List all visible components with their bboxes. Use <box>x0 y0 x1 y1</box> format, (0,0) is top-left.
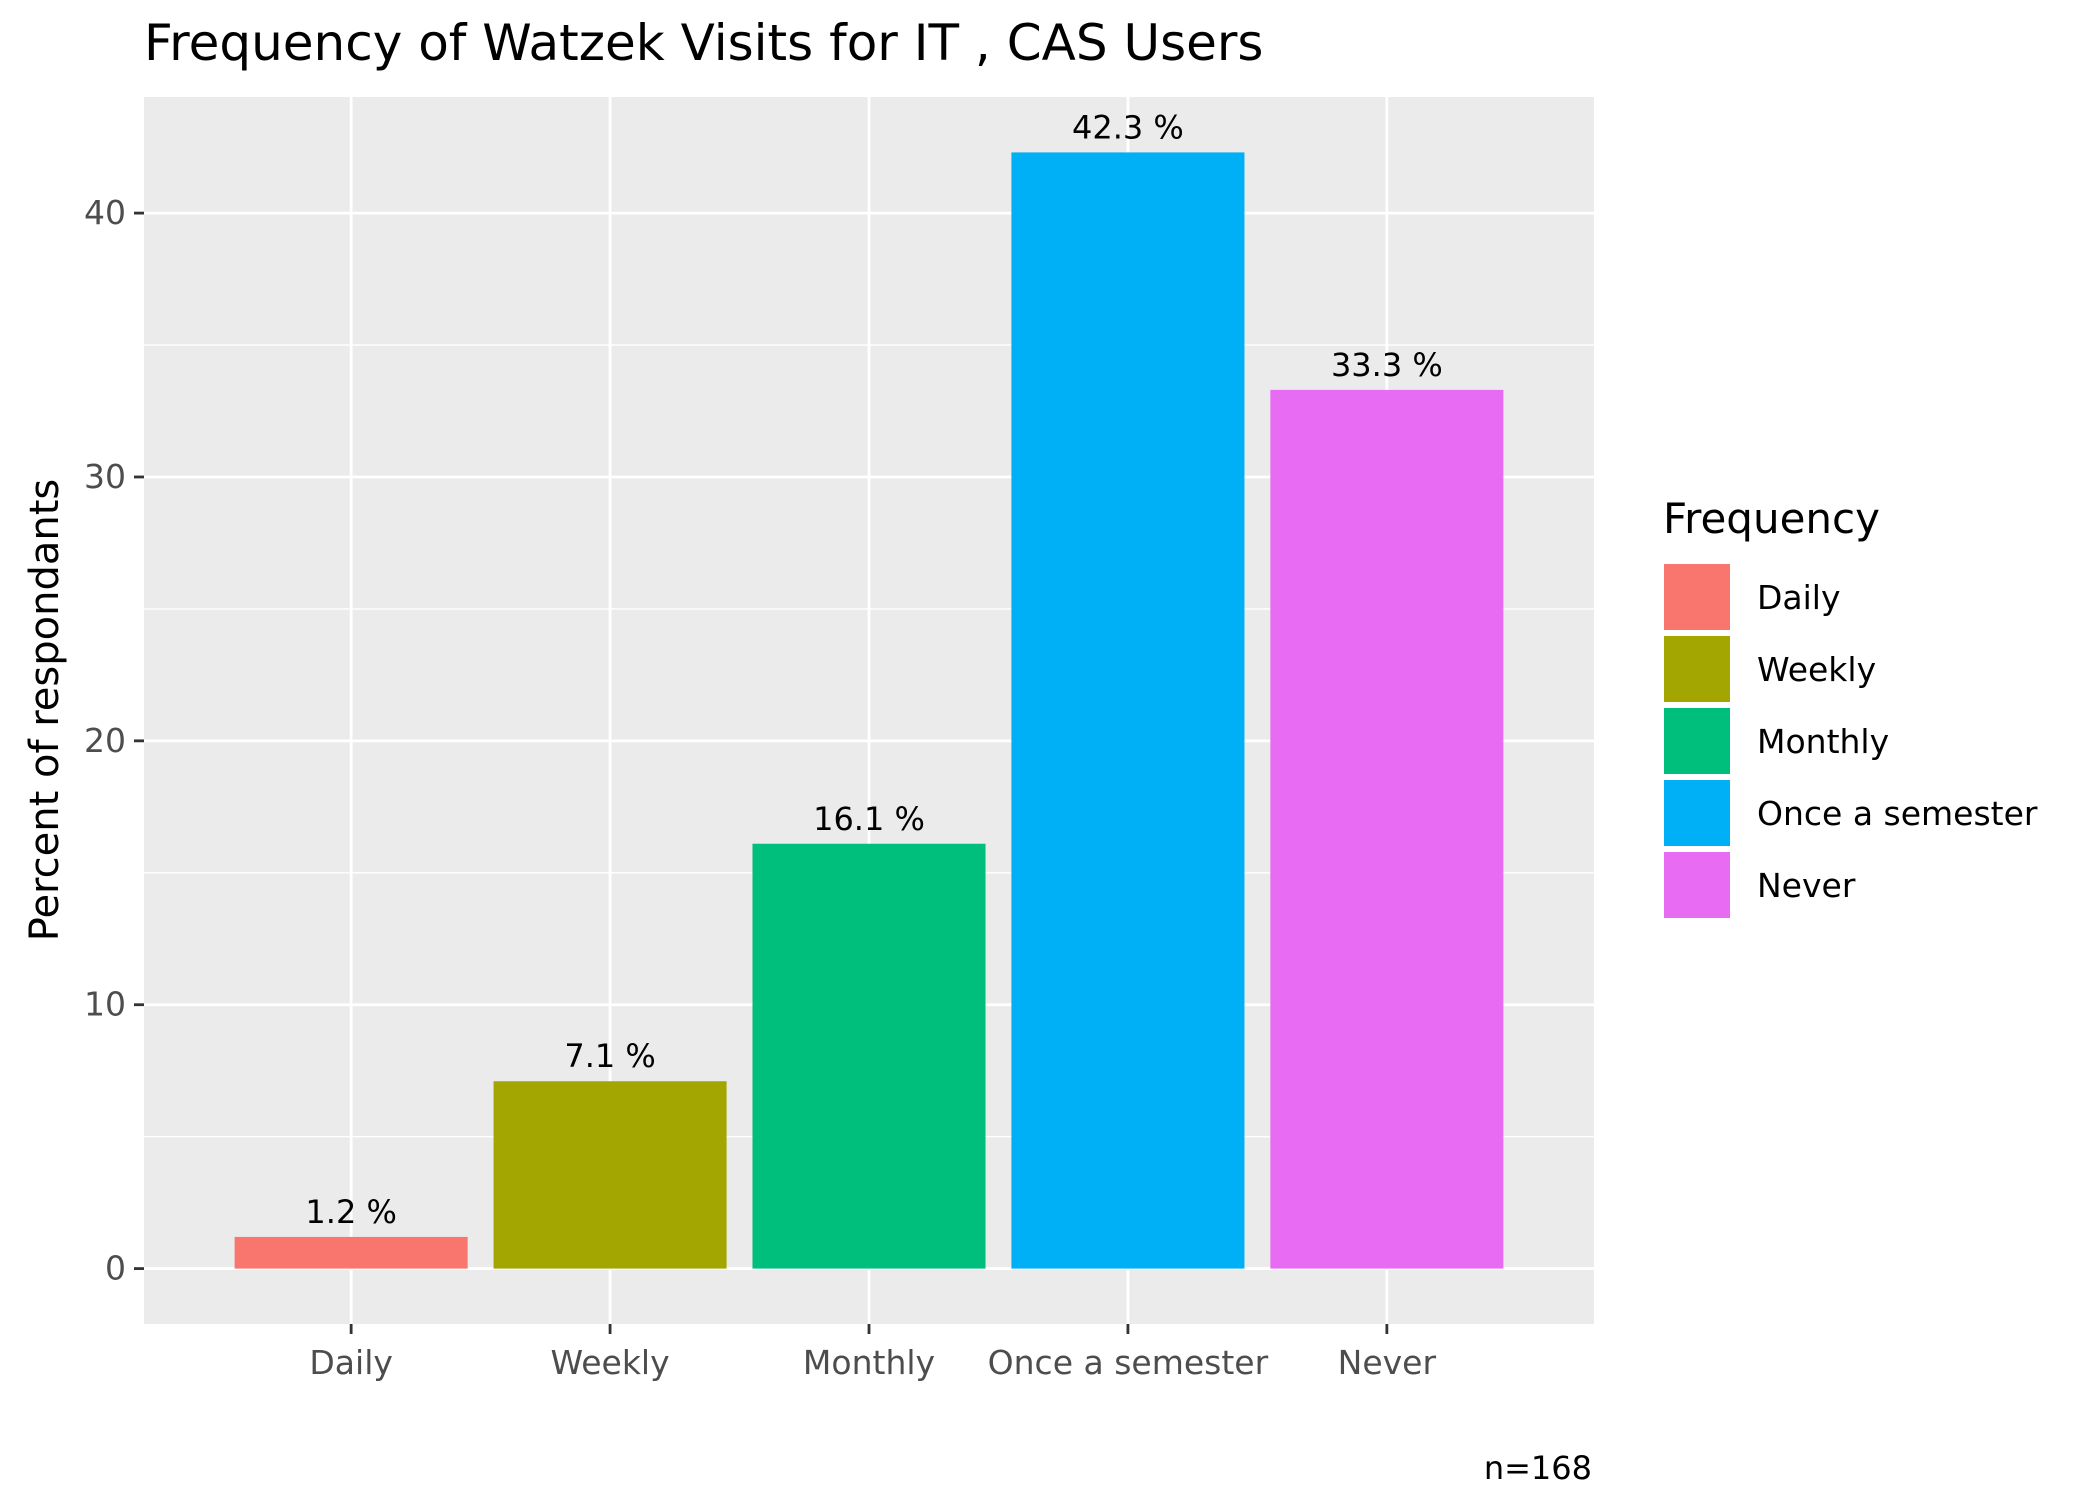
y-axis-title: Percent of respondants <box>22 479 68 942</box>
legend-label: Daily <box>1757 578 1841 617</box>
legend-key <box>1662 850 1732 920</box>
caption: n=168 <box>1484 1449 1592 1487</box>
legend: Frequency Daily Weekly Monthly Once a semes… <box>1662 494 2038 920</box>
bar-value-label: 1.2 % <box>305 1193 396 1231</box>
legend-key <box>1662 778 1732 848</box>
bar-weekly <box>493 1081 727 1269</box>
bar-value-label: 16.1 % <box>813 800 925 838</box>
bar-once-a-semester <box>1011 152 1245 1269</box>
y-tick-label: 10 <box>84 985 126 1024</box>
legend-items: Daily Weekly Monthly Once a semester Never <box>1662 562 2038 920</box>
x-axis: Daily Weekly Monthly Once a semester Never <box>309 1324 1436 1382</box>
x-tick-label: Monthly <box>803 1343 935 1382</box>
y-tick-label: 20 <box>84 721 126 760</box>
bar-value-label: 33.3 % <box>1331 346 1443 384</box>
legend-label: Never <box>1757 866 1856 905</box>
legend-key <box>1662 562 1732 632</box>
legend-label: Monthly <box>1757 722 1889 761</box>
y-axis: 0 10 20 30 40 <box>84 193 144 1288</box>
legend-label: Weekly <box>1757 650 1876 689</box>
legend-key <box>1662 634 1732 704</box>
x-tick-label: Once a semester <box>988 1343 1269 1382</box>
y-tick-label: 30 <box>84 457 126 496</box>
legend-title: Frequency <box>1663 494 1880 543</box>
y-tick-label: 40 <box>84 193 126 232</box>
bar-never <box>1270 389 1504 1269</box>
x-tick-label: Never <box>1338 1343 1437 1382</box>
bar-daily <box>234 1236 468 1269</box>
bar-value-label: 7.1 % <box>564 1037 655 1075</box>
x-tick-label: Daily <box>309 1343 393 1382</box>
chart-title: Frequency of Watzek Visits for IT , CAS … <box>144 14 1263 72</box>
bar-value-labels: 1.2 % 7.1 % 16.1 % 42.3 % 33.3 % <box>305 108 1442 1231</box>
bar-monthly <box>752 843 986 1269</box>
y-tick-label: 0 <box>105 1249 126 1288</box>
legend-key <box>1662 706 1732 776</box>
bars <box>234 152 1504 1269</box>
bar-value-label: 42.3 % <box>1072 108 1184 146</box>
legend-label: Once a semester <box>1757 794 2038 833</box>
x-tick-label: Weekly <box>551 1343 670 1382</box>
